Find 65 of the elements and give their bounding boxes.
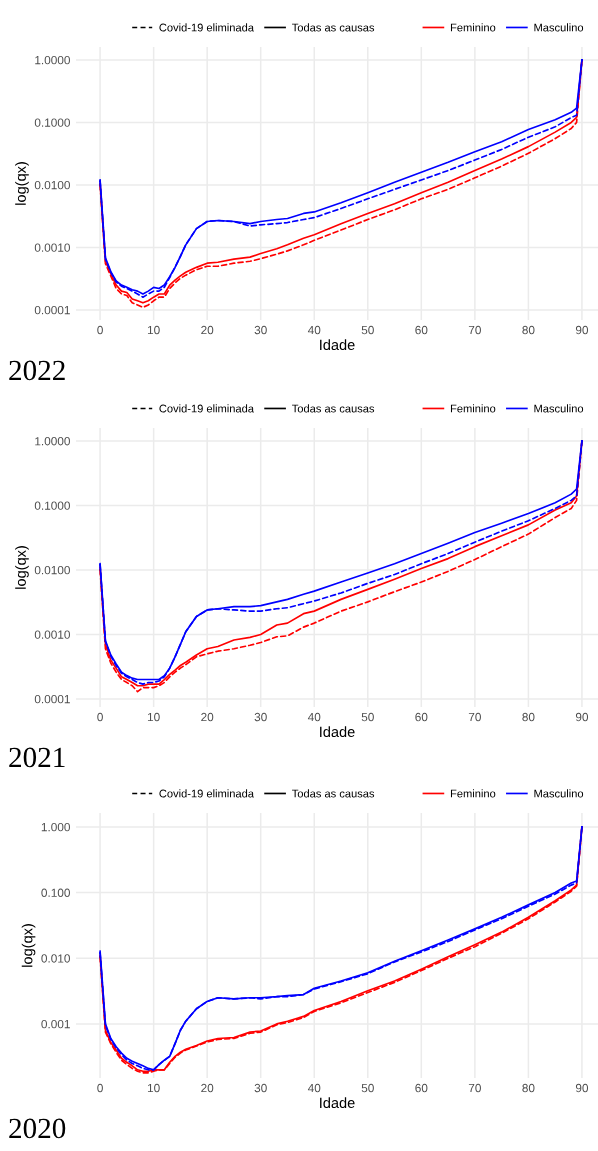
y-tick-label: 1.0000 — [35, 55, 70, 65]
text: 2021 — [9, 747, 65, 768]
x-tick-label: 10 — [147, 712, 160, 722]
y-tick-label: 0.100 — [41, 888, 70, 897]
y-tick-label: 0.0100 — [34, 180, 70, 190]
x-tick-label: 30 — [254, 325, 267, 335]
x-axis-title: Idade — [320, 726, 355, 738]
x-tick-label: 0 — [97, 325, 103, 335]
legend-label: Masculino — [534, 789, 584, 798]
y-axis-title: log(qx) — [15, 162, 29, 205]
x-tick-label: 0 — [97, 712, 103, 722]
x-axis-title: Idade — [320, 1097, 355, 1109]
x-tick-label: 90 — [575, 712, 589, 722]
x-tick-label: 70 — [468, 1083, 481, 1093]
text: 2022 — [9, 360, 65, 381]
x-tick-label: 50 — [361, 325, 374, 335]
text: Covid-19 eliminada — [159, 789, 254, 798]
x-tick-label: 60 — [415, 712, 428, 722]
legend-label: Feminino — [450, 23, 496, 32]
x-tick-label: 80 — [522, 325, 535, 335]
text: Covid-19 eliminada — [159, 23, 254, 32]
x-tick-label: 60 — [415, 325, 428, 335]
text: Todas as causas — [292, 789, 375, 798]
x-tick-label: 30 — [254, 712, 267, 722]
x-tick-label: 60 — [415, 1083, 428, 1093]
x-tick-label: 20 — [201, 712, 214, 722]
x-tick-label: 70 — [468, 712, 481, 722]
x-tick-label: 40 — [307, 325, 321, 335]
x-tick-label: 20 — [201, 1083, 214, 1093]
x-tick-label: 0 — [97, 1083, 103, 1093]
x-tick-label: 10 — [147, 325, 160, 335]
text: 2020 — [9, 1118, 66, 1139]
y-tick-label: 1.0000 — [35, 437, 70, 446]
x-tick-label: 20 — [201, 325, 214, 335]
text: Todas as causas — [292, 23, 375, 32]
y-axis-title: log(qx) — [21, 924, 36, 967]
y-tick-label: 0.0001 — [34, 305, 70, 315]
y-tick-label: 0.001 — [41, 1019, 70, 1029]
text: Covid-19 eliminada — [159, 404, 254, 413]
x-tick-label: 90 — [575, 1083, 589, 1093]
legend-label: Masculino — [534, 404, 584, 413]
x-tick-label: 80 — [522, 712, 535, 722]
text: Todas as causas — [292, 404, 375, 413]
x-tick-label: 80 — [522, 1083, 535, 1093]
x-tick-label: 70 — [468, 325, 481, 335]
y-tick-label: 0.0010 — [34, 630, 70, 639]
legend-label: Feminino — [450, 404, 496, 413]
y-tick-label: 0.0100 — [34, 566, 70, 575]
legend-label: Feminino — [450, 789, 496, 798]
x-tick-label: 40 — [307, 712, 321, 722]
x-tick-label: 40 — [307, 1083, 321, 1093]
x-tick-label: 10 — [147, 1083, 160, 1093]
x-tick-label: 50 — [361, 1083, 374, 1093]
x-axis-title: Idade — [320, 339, 355, 351]
y-tick-label: 0.0001 — [34, 694, 70, 704]
x-tick-label: 30 — [254, 1083, 267, 1093]
x-tick-label: 50 — [361, 712, 374, 722]
y-tick-label: 0.010 — [41, 954, 70, 963]
y-tick-label: 0.1000 — [34, 118, 70, 127]
y-tick-label: 0.0010 — [34, 243, 70, 252]
legend-label: Masculino — [534, 23, 584, 32]
y-tick-label: 0.1000 — [34, 501, 70, 510]
y-tick-label: 1.000 — [41, 822, 70, 832]
y-axis-title: log(qx) — [15, 546, 29, 589]
x-tick-label: 90 — [575, 325, 589, 335]
